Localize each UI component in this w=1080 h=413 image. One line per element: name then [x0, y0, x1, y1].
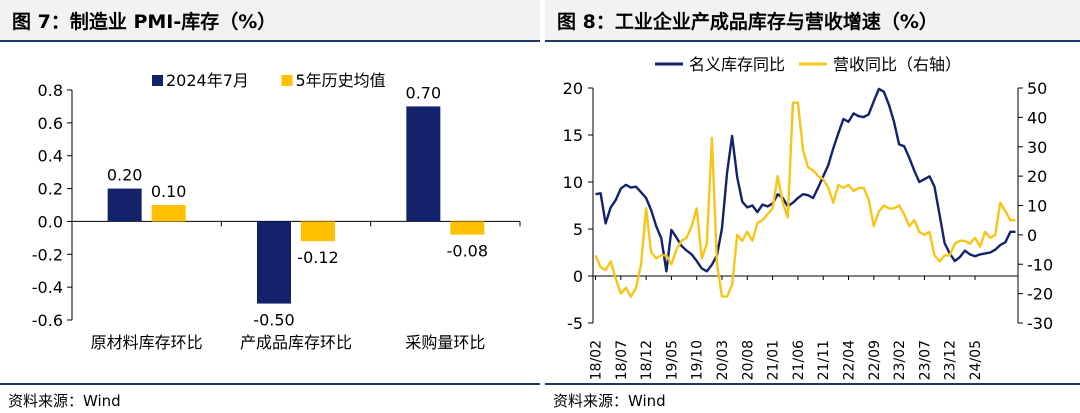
title-bar: 图 7：制造业 PMI-库存（%） — [0, 0, 540, 40]
x-tick-label: 21/11 — [816, 340, 832, 380]
x-category-label: 产成品库存环比 — [240, 333, 352, 352]
x-tick-label: 24/05 — [968, 340, 984, 380]
y-tick-label: 0.2 — [38, 180, 63, 199]
x-tick-label: 19/10 — [690, 340, 706, 380]
bar — [406, 106, 441, 222]
x-tick-label: 18/07 — [614, 340, 630, 380]
bar — [301, 221, 335, 242]
legend-label: 营收同比（右轴） — [833, 55, 961, 74]
source-note: 资料来源：Wind — [8, 392, 121, 410]
inventory-line — [595, 87, 1016, 273]
right-y-tick-label: 10 — [1027, 197, 1047, 216]
title-bar: 图 8：工业企业产成品库存与营收增速（%） — [545, 0, 1080, 40]
right-y-tick-label: 50 — [1027, 79, 1047, 98]
left-y-tick-label: 10 — [563, 173, 583, 192]
right-y-tick-label: 30 — [1027, 138, 1047, 157]
left-y-tick-label: 0 — [573, 267, 583, 286]
data-label: -0.50 — [253, 311, 294, 330]
x-category-label: 采购量环比 — [405, 333, 485, 352]
figure-7-panel: 图 7：制造业 PMI-库存（%） 0.8 0.6 0.4 0.2 0.0 -0.2 -0.… — [0, 0, 540, 410]
y-tick-label: 0.4 — [38, 147, 63, 166]
figure-title: 图 8：工业企业产成品库存与营收增速（%） — [557, 11, 938, 33]
x-category-label: 原材料库存环比 — [91, 333, 203, 352]
left-y-tick-label: 15 — [563, 126, 583, 145]
legend-label: 2024年7月 — [166, 71, 249, 90]
y-tick-label: -0.2 — [32, 245, 63, 264]
figure-8-panel: 图 8：工业企业产成品库存与营收增速（%） 20 15 10 5 0 -5 50 40 30 20… — [545, 0, 1080, 413]
right-y-tick-label: -20 — [1027, 285, 1053, 304]
data-label: -0.08 — [447, 242, 488, 261]
top-rule — [0, 40, 540, 42]
left-y-tick-label: -5 — [567, 314, 583, 333]
y-tick-label: 0.0 — [38, 212, 63, 231]
x-tick-label: 19/05 — [664, 340, 680, 380]
legend-label: 名义库存同比 — [689, 55, 785, 74]
x-tick-label: 23/02 — [892, 340, 908, 380]
x-tick-label: 20/03 — [715, 340, 731, 380]
left-y-tick-label: 5 — [573, 220, 583, 239]
x-tick-label: 18/02 — [589, 340, 605, 380]
right-y-tick-label: 0 — [1027, 226, 1037, 245]
bottom-rule — [0, 383, 540, 385]
x-tick-label: 20/08 — [740, 340, 756, 380]
legend-swatch — [281, 75, 293, 86]
y-tick-label: 0.6 — [38, 114, 63, 133]
bar — [107, 188, 142, 222]
x-tick-label: 23/12 — [943, 340, 959, 380]
bottom-rule — [545, 383, 1080, 385]
source-note: 资料来源：Wind — [553, 392, 666, 410]
left-y-tick-label: 20 — [563, 79, 583, 98]
x-tick-label: 22/09 — [867, 340, 883, 380]
data-label: 0.70 — [406, 83, 442, 102]
bar-chart: 0.8 0.6 0.4 0.2 0.0 -0.2 -0.4 -0.6 原材料库存环比 产成品库存环… — [32, 71, 521, 352]
legend-swatch — [152, 75, 163, 86]
legend-label: 5年历史均值 — [296, 71, 386, 90]
x-tick-label: 23/07 — [917, 340, 933, 380]
right-y-tick-label: 20 — [1027, 167, 1047, 186]
x-tick-label: 21/06 — [791, 340, 807, 380]
data-label: 0.10 — [151, 182, 187, 201]
bar — [257, 221, 291, 304]
x-tick-label: 22/04 — [842, 340, 858, 380]
data-label: 0.20 — [107, 166, 143, 185]
data-label: -0.12 — [297, 248, 338, 267]
y-tick-label: 0.8 — [38, 81, 63, 100]
right-y-tick-label: -10 — [1027, 255, 1053, 274]
right-y-tick-label: 40 — [1027, 108, 1047, 127]
right-y-tick-label: -30 — [1027, 314, 1053, 333]
figure-title: 图 7：制造业 PMI-库存（%） — [12, 11, 277, 33]
revenue-line — [594, 101, 1016, 298]
top-rule — [545, 40, 1080, 42]
y-tick-label: -0.4 — [32, 278, 63, 297]
y-tick-label: -0.6 — [32, 311, 63, 330]
x-tick-label: 18/12 — [639, 340, 655, 380]
bar — [450, 221, 485, 235]
x-tick-label: 21/01 — [766, 340, 782, 380]
bar — [151, 205, 186, 222]
